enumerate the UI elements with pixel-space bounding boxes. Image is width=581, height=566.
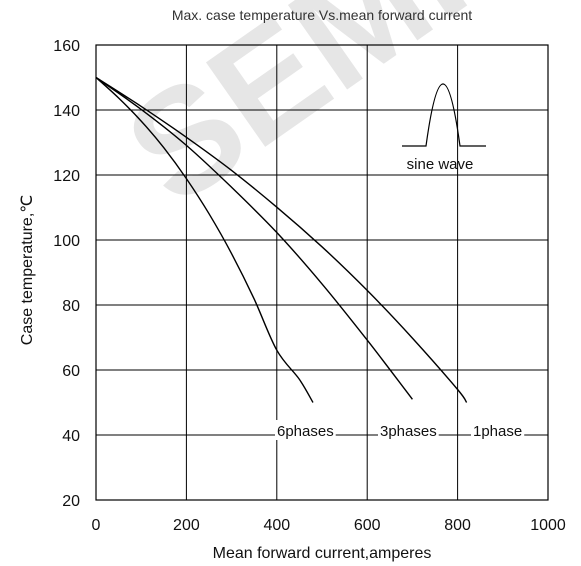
y-tick-label: 40 <box>62 428 80 445</box>
y-axis-label: Case temperature,℃ <box>19 195 36 345</box>
y-tick-label: 160 <box>53 38 80 55</box>
x-tick-label: 200 <box>173 517 200 534</box>
sine-wave-label: sine wave <box>407 156 474 173</box>
series-label-1phase: 1phase <box>473 423 522 440</box>
series-line-6phases <box>95 76 314 403</box>
y-tick-labels: 20 40 60 80 100 120 140 160 <box>53 38 80 510</box>
x-tick-labels: 0 200 400 600 800 1000 <box>92 517 566 534</box>
x-tick-label: 1000 <box>530 517 566 534</box>
x-tick-label: 0 <box>92 517 101 534</box>
y-tick-label: 60 <box>62 363 80 380</box>
plot-frame <box>95 44 549 501</box>
chart-title: Max. case temperature Vs.mean forward cu… <box>172 7 472 23</box>
series-label-6phases: 6phases <box>277 423 334 440</box>
x-tick-label: 600 <box>354 517 381 534</box>
y-tick-label: 20 <box>62 493 80 510</box>
y-tick-label: 140 <box>53 103 80 120</box>
y-tick-label: 100 <box>53 233 80 250</box>
x-tick-label: 400 <box>263 517 290 534</box>
series-line-1phase <box>95 76 468 403</box>
series-lines <box>95 76 468 403</box>
watermark: SEMI <box>97 0 494 236</box>
y-tick-label: 80 <box>62 298 80 315</box>
sine-wave-icon <box>402 83 486 147</box>
x-axis-label: Mean forward current,amperes <box>213 545 432 562</box>
series-labels: 6phases 3phases 1phase <box>275 420 525 440</box>
series-label-bg <box>471 420 525 440</box>
y-tick-label: 120 <box>53 168 80 185</box>
x-tick-label: 800 <box>444 517 471 534</box>
series-label-3phases: 3phases <box>380 423 437 440</box>
sine-wave-inset: sine wave <box>402 83 486 173</box>
series-label-bg <box>378 420 439 440</box>
series-label-bg <box>275 420 336 440</box>
series-line-3phases <box>95 76 413 400</box>
